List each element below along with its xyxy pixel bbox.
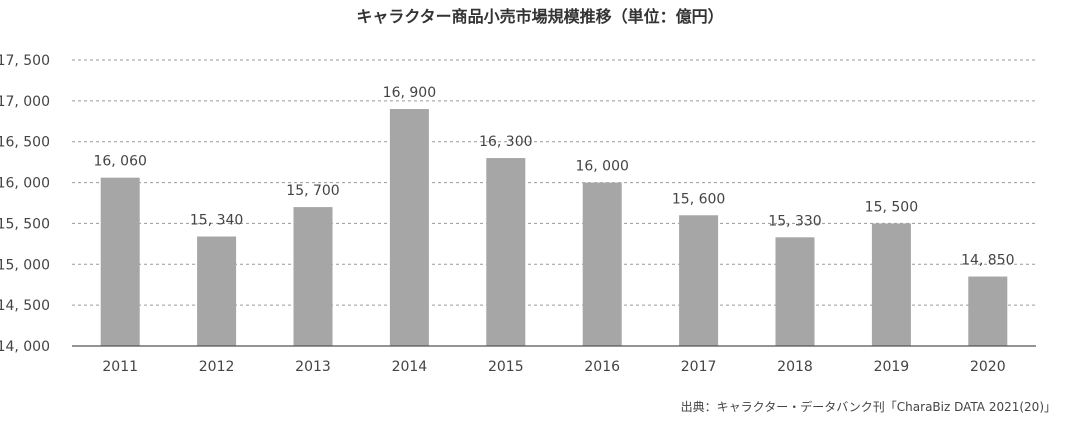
data-label: 15, 600 bbox=[672, 191, 725, 207]
bar-2014 bbox=[389, 109, 429, 347]
data-label: 16, 060 bbox=[93, 154, 146, 170]
data-label: 16, 300 bbox=[479, 134, 532, 150]
x-tick-label: 2020 bbox=[970, 359, 1006, 375]
bar-2015 bbox=[486, 158, 526, 346]
y-tick-label: 17, 500 bbox=[0, 53, 50, 69]
x-tick-label: 2013 bbox=[295, 359, 331, 375]
bar-2017 bbox=[679, 215, 719, 346]
data-label: 15, 500 bbox=[865, 199, 918, 215]
x-tick-label: 2017 bbox=[681, 359, 717, 375]
y-tick-label: 16, 000 bbox=[0, 176, 50, 192]
bar-2013 bbox=[293, 207, 333, 346]
x-tick-label: 2019 bbox=[874, 359, 910, 375]
data-labels: 16, 060 15, 340 15, 700 16, 900 16, 300 16, 0… bbox=[93, 85, 1014, 269]
data-label: 14, 850 bbox=[961, 253, 1014, 269]
bars bbox=[100, 109, 1008, 347]
y-tick-label: 17, 000 bbox=[0, 94, 50, 110]
data-label: 15, 700 bbox=[286, 183, 339, 199]
bar-2018 bbox=[775, 237, 815, 346]
data-label: 16, 000 bbox=[575, 159, 628, 175]
gridlines bbox=[72, 59, 1036, 306]
data-label: 15, 330 bbox=[768, 213, 821, 229]
data-label: 16, 900 bbox=[383, 85, 436, 101]
bar-2012 bbox=[197, 236, 237, 346]
bar-2011 bbox=[100, 177, 140, 346]
y-tick-label: 14, 500 bbox=[0, 298, 50, 314]
y-axis-ticks: 14, 000 14, 500 15, 000 15, 500 16, 000 16, 5… bbox=[0, 53, 50, 355]
x-tick-label: 2014 bbox=[392, 359, 428, 375]
x-axis-ticks: 2011 2012 2013 2014 2015 2016 2017 2018 2019 2020 bbox=[102, 359, 1005, 375]
bar-2020 bbox=[968, 276, 1008, 346]
x-tick-label: 2018 bbox=[777, 359, 813, 375]
y-tick-label: 16, 500 bbox=[0, 135, 50, 151]
x-tick-label: 2012 bbox=[199, 359, 235, 375]
data-label: 15, 340 bbox=[190, 213, 243, 229]
x-tick-label: 2015 bbox=[488, 359, 524, 375]
y-tick-label: 15, 500 bbox=[0, 216, 50, 232]
bar-2016 bbox=[582, 182, 622, 346]
x-tick-label: 2011 bbox=[102, 359, 138, 375]
y-tick-label: 14, 000 bbox=[0, 339, 50, 355]
bar-2019 bbox=[871, 223, 911, 346]
y-tick-label: 15, 000 bbox=[0, 257, 50, 273]
source-note: 出典：キャラクター・データバンク刊「CharaBiz DATA 2021(20)… bbox=[681, 399, 1056, 414]
x-tick-label: 2016 bbox=[584, 359, 620, 375]
chart-title: キャラクター商品小売市場規模推移（単位：億円） bbox=[356, 7, 723, 26]
